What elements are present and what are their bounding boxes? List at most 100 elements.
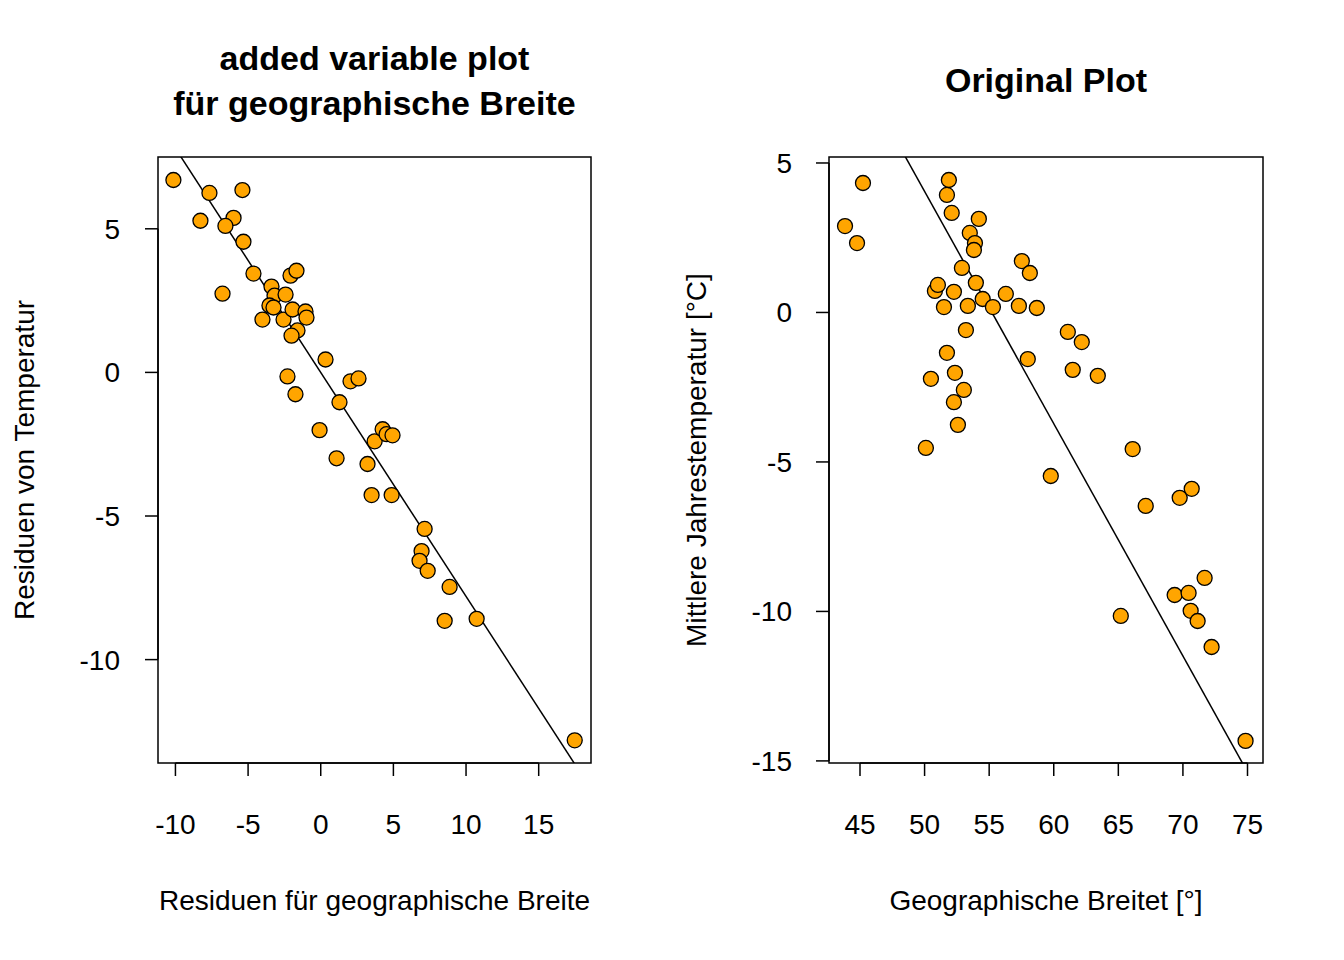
point xyxy=(385,428,400,443)
point xyxy=(218,218,233,233)
point xyxy=(1167,587,1182,602)
y-axis-label: Mittlere Jahrestemperatur [°C] xyxy=(681,273,712,647)
x-tick xyxy=(1118,763,1120,776)
x-tick-label: 10 xyxy=(450,809,481,840)
x-tick-label: 0 xyxy=(313,809,329,840)
point xyxy=(838,219,853,234)
point xyxy=(930,277,945,292)
point xyxy=(280,369,295,384)
point xyxy=(312,423,327,438)
point xyxy=(1074,335,1089,350)
point xyxy=(954,260,969,275)
y-tick xyxy=(145,659,158,661)
x-tick xyxy=(1182,763,1184,776)
point xyxy=(442,579,457,594)
point xyxy=(1022,265,1037,280)
point xyxy=(284,328,299,343)
title: added variable plot xyxy=(220,39,530,77)
point xyxy=(351,371,366,386)
point xyxy=(958,323,973,338)
point xyxy=(1029,300,1044,315)
point xyxy=(1181,585,1196,600)
point xyxy=(1138,498,1153,513)
point xyxy=(956,382,971,397)
x-tick-label: 55 xyxy=(974,809,1005,840)
point xyxy=(998,286,1013,301)
point xyxy=(985,300,1000,315)
x-tick-label: 5 xyxy=(386,809,402,840)
point xyxy=(193,213,208,228)
y-tick xyxy=(145,228,158,230)
fit-line xyxy=(829,157,1263,763)
x-tick-label: 70 xyxy=(1167,809,1198,840)
y-tick xyxy=(816,760,829,762)
y-tick xyxy=(816,312,829,314)
x-tick xyxy=(247,763,249,776)
point xyxy=(288,387,303,402)
x-tick xyxy=(320,763,322,776)
point xyxy=(266,300,281,315)
point xyxy=(918,440,933,455)
plot-area xyxy=(829,157,1263,763)
y-tick-label: -15 xyxy=(752,746,792,777)
x-tick xyxy=(465,763,467,776)
x-tick-label: 75 xyxy=(1232,809,1263,840)
x-tick-label: 65 xyxy=(1103,809,1134,840)
title: Original Plot xyxy=(945,61,1147,99)
point xyxy=(437,613,452,628)
point xyxy=(236,234,251,249)
y-axis-label: Residuen von Temperatur xyxy=(9,300,40,620)
point xyxy=(166,172,181,187)
point xyxy=(567,733,582,748)
point xyxy=(215,286,230,301)
point xyxy=(850,236,865,251)
x-tick xyxy=(988,763,990,776)
point xyxy=(360,457,375,472)
point xyxy=(469,611,484,626)
point xyxy=(318,352,333,367)
y-tick-label: 0 xyxy=(104,357,120,388)
point xyxy=(1197,570,1212,585)
point xyxy=(966,242,981,257)
y-tick-label: 0 xyxy=(776,297,792,328)
point xyxy=(971,211,986,226)
x-tick-label: 15 xyxy=(523,809,554,840)
point xyxy=(1190,613,1205,628)
x-axis-label: Geographische Breitet [°] xyxy=(889,885,1202,916)
y-tick-label: 5 xyxy=(776,148,792,179)
y-tick xyxy=(145,372,158,374)
point xyxy=(968,275,983,290)
x-tick xyxy=(393,763,395,776)
y-tick xyxy=(816,611,829,613)
point xyxy=(1238,733,1253,748)
point xyxy=(278,287,293,302)
x-tick xyxy=(859,763,861,776)
point xyxy=(939,187,954,202)
panel: Original Plot Geographische Breitet [°] Mi… xyxy=(681,19,1263,916)
point xyxy=(417,521,432,536)
point xyxy=(855,176,870,191)
fit-line xyxy=(158,157,591,763)
point xyxy=(946,284,961,299)
point xyxy=(289,263,304,278)
x-tick-label: 60 xyxy=(1038,809,1069,840)
y-tick-label: -5 xyxy=(767,447,792,478)
point xyxy=(1065,362,1080,377)
point xyxy=(941,173,956,188)
plot-frame xyxy=(829,157,1263,763)
point xyxy=(936,300,951,315)
point xyxy=(329,451,344,466)
x-tick-label: -5 xyxy=(236,809,261,840)
y-tick xyxy=(816,162,829,164)
x-axis-line xyxy=(175,762,538,764)
y-axis-line xyxy=(157,229,159,660)
point xyxy=(950,417,965,432)
x-tick xyxy=(538,763,540,776)
point xyxy=(1184,481,1199,496)
point xyxy=(202,185,217,200)
title: für geographische Breite xyxy=(173,84,575,122)
y-tick-label: -10 xyxy=(752,596,792,627)
point xyxy=(420,563,435,578)
x-axis-label: Residuen für geographische Breite xyxy=(159,885,590,916)
point xyxy=(1020,352,1035,367)
